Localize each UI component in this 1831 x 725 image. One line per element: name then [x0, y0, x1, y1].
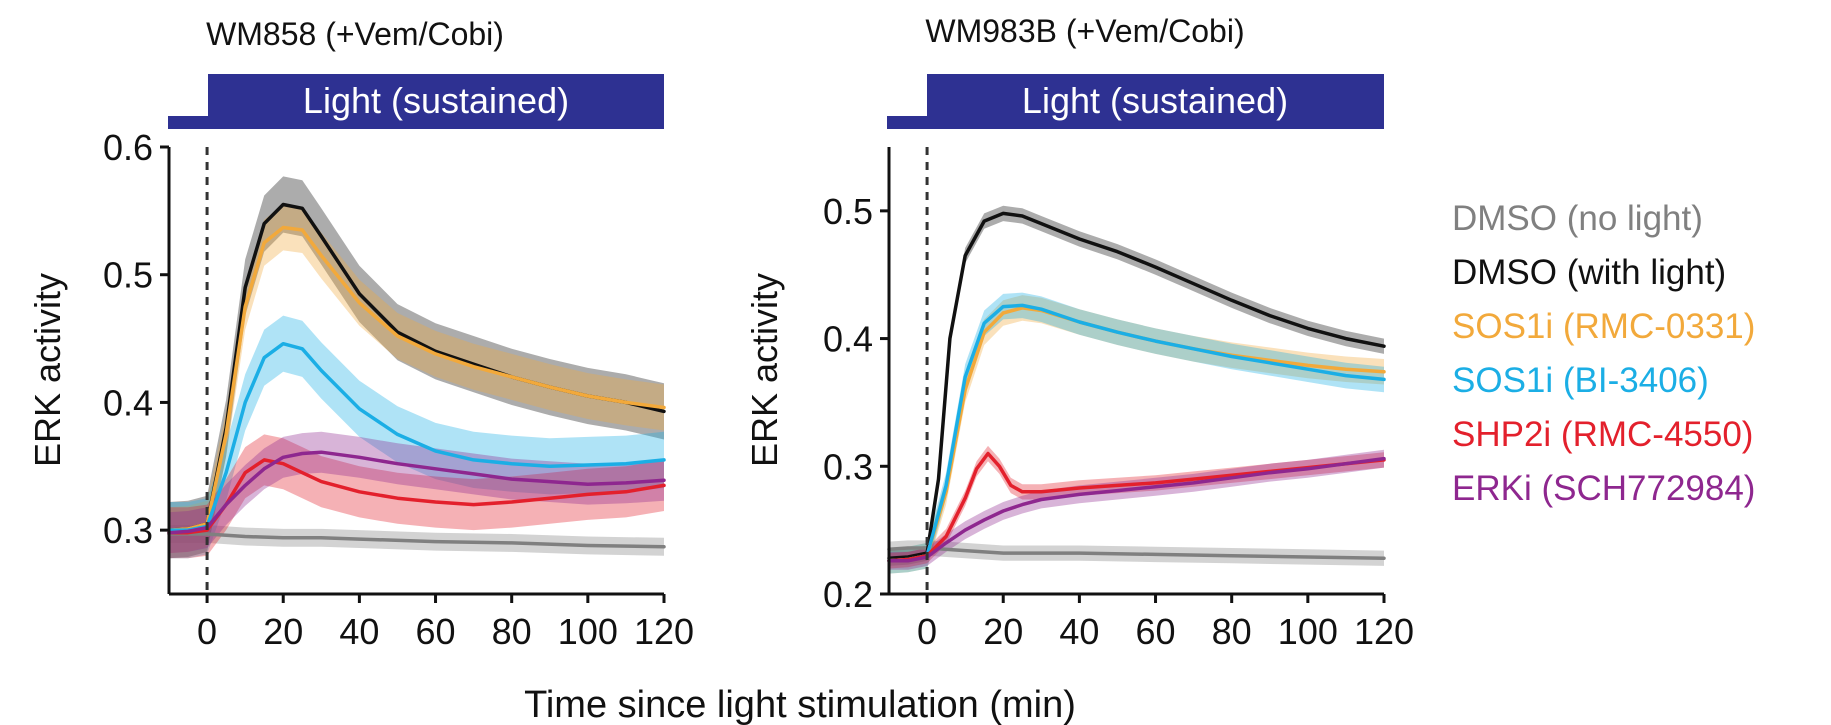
series-line-dmso-no-light [167, 532, 666, 549]
y-axis-label: ERK activity [744, 273, 785, 467]
x-tick-label: 100 [558, 611, 618, 652]
panel-title: WM983B (+Vem/Cobi) [925, 13, 1244, 49]
x-tick-label: 60 [416, 611, 456, 652]
legend-item-sos1i-bi3406: SOS1i (BI-3406) [1452, 361, 1709, 400]
x-tick-label: 120 [1354, 611, 1414, 652]
x-tick-label: 0 [917, 611, 937, 652]
panel-title: WM858 (+Vem/Cobi) [206, 16, 504, 52]
y-ticks: 0.2 0.3 0.4 0.5 [823, 191, 889, 615]
legend-item-erki-sch772984: ERKi (SCH772984) [1452, 469, 1755, 508]
series-lines [167, 202, 666, 549]
legend-item-sos1i-rmc0331: SOS1i (RMC-0331) [1452, 307, 1755, 346]
x-axis-label: Time since light stimulation (min) [524, 684, 1076, 725]
panel-wm858: WM858 (+Vem/Cobi) Light (sustained) 0.30… [27, 16, 694, 652]
y-tick-label: 0.4 [103, 382, 153, 423]
series-line-erki-sch772984 [167, 450, 666, 535]
x-ticks: 0 20 40 60 80 100 120 [197, 594, 694, 652]
series-line-dmso-no-light [887, 546, 1386, 560]
band-erki-sch772984 [889, 449, 1384, 570]
series-line-sos1i-bi-3406 [887, 303, 1386, 563]
legend-item-dmso-with-light: DMSO (with light) [1452, 253, 1726, 292]
x-tick-label: 80 [492, 611, 532, 652]
light-bar-pre [887, 116, 931, 129]
band-shp2i-rmc-4550 [889, 445, 1384, 569]
series-lines [887, 211, 1386, 563]
panel-wm983b: WM983B (+Vem/Cobi) Light (sustained) 0.2… [744, 13, 1414, 652]
x-tick-label: 0 [197, 611, 217, 652]
series-line-erki-sch772984 [887, 456, 1386, 563]
y-tick-label: 0.5 [103, 255, 153, 296]
light-bar-label: Light (sustained) [1022, 80, 1288, 121]
band-erki-sch772984 [169, 431, 664, 554]
series-line-dmso-with-light [887, 211, 1386, 560]
legend-item-dmso-no-light: DMSO (no light) [1452, 199, 1703, 238]
x-ticks: 0 20 40 60 80 100 120 [917, 594, 1414, 652]
light-bar [208, 74, 664, 129]
y-axis-label: ERK activity [27, 273, 68, 467]
legend: DMSO (no light) DMSO (with light) SOS1i … [1452, 199, 1755, 508]
x-tick-label: 120 [634, 611, 694, 652]
legend-item-shp2i-rmc4550: SHP2i (RMC-4550) [1452, 415, 1753, 454]
y-tick-label: 0.3 [823, 446, 873, 487]
x-tick-label: 40 [1059, 611, 1099, 652]
x-tick-label: 40 [339, 611, 379, 652]
x-tick-label: 100 [1278, 611, 1338, 652]
y-ticks: 0.3 0.4 0.5 0.6 [103, 127, 169, 551]
x-tick-label: 80 [1212, 611, 1252, 652]
light-bar-label: Light (sustained) [303, 80, 569, 121]
y-tick-label: 0.5 [823, 191, 873, 232]
light-bar-pre [168, 116, 212, 129]
band-dmso-with-light [169, 176, 664, 559]
band-sos1i-rmc-0331 [889, 295, 1384, 574]
x-tick-label: 20 [983, 611, 1023, 652]
x-tick-label: 20 [263, 611, 303, 652]
band-sos1i-bi-3406 [169, 315, 664, 559]
band-shp2i-rmc-4550 [169, 434, 664, 559]
series-line-sos1i-rmc-0331 [167, 225, 666, 532]
light-bar [927, 74, 1384, 129]
series-line-sos1i-bi-3406 [167, 341, 666, 532]
y-tick-label: 0.6 [103, 127, 153, 168]
y-tick-label: 0.3 [103, 510, 153, 551]
band-sos1i-rmc-0331 [169, 204, 664, 554]
y-tick-label: 0.2 [823, 574, 873, 615]
y-tick-label: 0.4 [823, 319, 873, 360]
x-tick-label: 60 [1136, 611, 1176, 652]
